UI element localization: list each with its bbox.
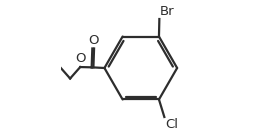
Text: O: O xyxy=(75,52,86,65)
Text: O: O xyxy=(88,34,98,47)
Text: Cl: Cl xyxy=(165,118,178,131)
Text: Br: Br xyxy=(160,5,175,18)
